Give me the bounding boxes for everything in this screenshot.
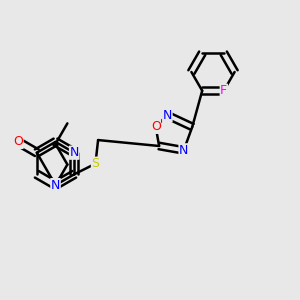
Text: S: S xyxy=(92,157,100,170)
Text: N: N xyxy=(163,109,172,122)
Text: O: O xyxy=(13,135,23,148)
Text: N: N xyxy=(70,146,79,159)
Text: O: O xyxy=(151,120,161,134)
Text: N: N xyxy=(51,178,60,192)
Text: F: F xyxy=(220,84,227,97)
Text: N: N xyxy=(179,144,188,157)
